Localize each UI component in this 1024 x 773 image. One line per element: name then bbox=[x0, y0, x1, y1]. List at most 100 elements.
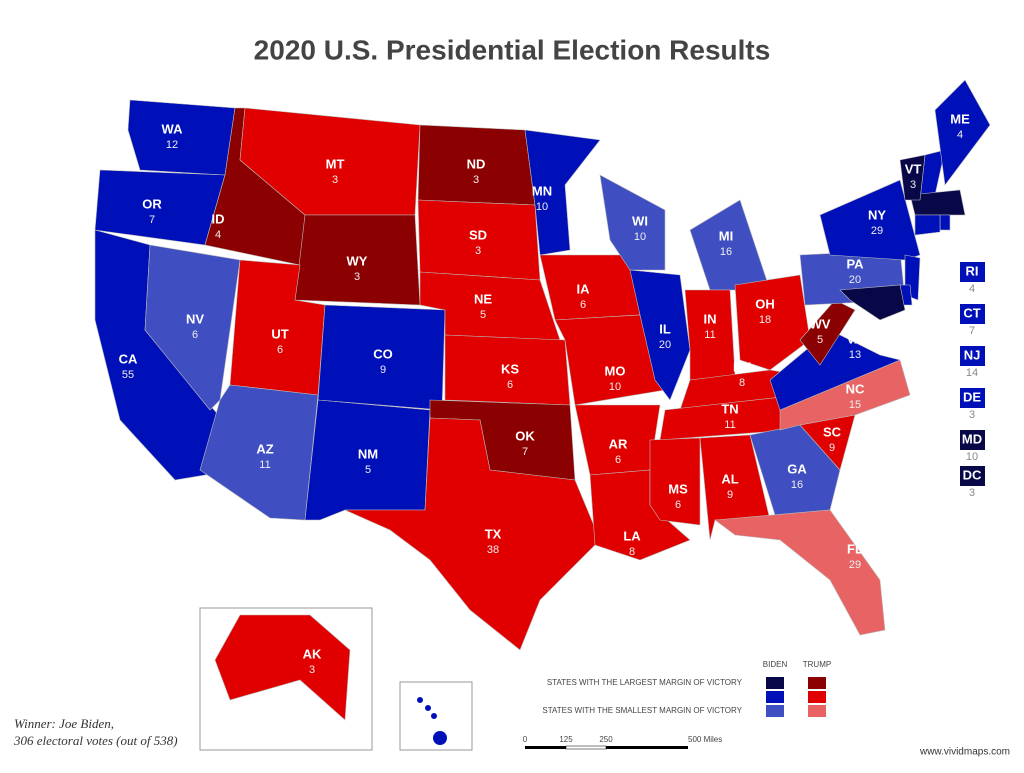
state-abbr: MO bbox=[605, 363, 626, 378]
state-votes: 6 bbox=[507, 379, 513, 391]
state-abbr: UT bbox=[271, 326, 288, 341]
state-abbr: IL bbox=[659, 321, 671, 336]
state-abbr: NY bbox=[868, 207, 886, 222]
state-abbr: SC bbox=[823, 424, 842, 439]
state-abbr: MS bbox=[668, 481, 688, 496]
legend-swatch bbox=[808, 691, 826, 703]
state-shape bbox=[127, 99, 236, 176]
state-abbr: CT bbox=[963, 305, 980, 320]
state-votes: 55 bbox=[122, 369, 134, 381]
state-shape bbox=[144, 244, 241, 411]
note: 306 electoral votes (out of 538) bbox=[13, 733, 178, 748]
state-votes: 7 bbox=[969, 325, 975, 337]
state-abbr: OH bbox=[755, 296, 775, 311]
side-box bbox=[960, 346, 985, 366]
scale-label: 250 bbox=[599, 735, 613, 744]
state-shape bbox=[554, 314, 666, 406]
state-abbr: NV bbox=[186, 311, 204, 326]
legend-label: STATES WITH THE SMALLEST MARGIN OF VICTO… bbox=[542, 706, 742, 715]
state-votes: 8 bbox=[629, 546, 635, 558]
state-votes: 3 bbox=[354, 271, 360, 283]
scale-bar bbox=[525, 746, 688, 749]
state-shape bbox=[799, 299, 856, 366]
title: 2020 U.S. Presidential Election Results bbox=[254, 34, 771, 65]
state-shape bbox=[214, 614, 351, 721]
state-votes: 8 bbox=[739, 377, 745, 389]
state-votes: 5 bbox=[480, 309, 486, 321]
state-abbr: OR bbox=[142, 196, 162, 211]
state-abbr: IA bbox=[577, 281, 591, 296]
state-abbr: AK bbox=[303, 646, 322, 661]
state-abbr: AL bbox=[721, 471, 738, 486]
state-votes: 4 bbox=[957, 129, 963, 141]
state-votes: 18 bbox=[759, 314, 771, 326]
state-votes: 20 bbox=[659, 339, 671, 351]
state-abbr: MT bbox=[326, 156, 345, 171]
state-votes: 9 bbox=[829, 442, 835, 454]
side-box bbox=[960, 466, 985, 486]
state-votes: 3 bbox=[969, 487, 975, 499]
state-shape bbox=[734, 274, 811, 371]
state-votes: 38 bbox=[487, 544, 499, 556]
state-abbr: MI bbox=[719, 228, 733, 243]
state-shape bbox=[899, 154, 926, 201]
state-shape bbox=[539, 254, 641, 321]
state-votes: 6 bbox=[277, 344, 283, 356]
state-votes: 6 bbox=[192, 329, 198, 341]
state-votes: 3 bbox=[475, 245, 481, 257]
side-box bbox=[960, 262, 985, 282]
state-votes: 13 bbox=[849, 349, 861, 361]
state-abbr: RI bbox=[966, 263, 979, 278]
side-box bbox=[960, 304, 985, 324]
state-abbr: ME bbox=[950, 111, 970, 126]
state-votes: 3 bbox=[473, 174, 479, 186]
hawaii-inset bbox=[399, 681, 473, 751]
state-abbr: AR bbox=[609, 436, 628, 451]
legend-column: TRUMP bbox=[803, 660, 831, 669]
scale-label: 125 bbox=[559, 735, 573, 744]
legend-swatch bbox=[766, 705, 784, 717]
state-shape bbox=[914, 214, 941, 236]
side-box bbox=[960, 430, 985, 450]
state-abbr: MD bbox=[962, 431, 982, 446]
scale-label: 500 Miles bbox=[688, 735, 722, 744]
state-votes: 14 bbox=[966, 367, 978, 379]
state-votes: 15 bbox=[849, 399, 861, 411]
state-votes: 16 bbox=[720, 246, 732, 258]
state-votes: 4 bbox=[215, 229, 221, 241]
ma-shape bbox=[909, 189, 966, 216]
state-abbr: CA bbox=[119, 351, 138, 366]
alaska-inset bbox=[199, 607, 373, 751]
state-votes: 4 bbox=[969, 283, 975, 295]
state-votes: 10 bbox=[634, 231, 646, 243]
state-shape bbox=[934, 79, 991, 186]
state-votes: 10 bbox=[966, 451, 978, 463]
note: Winner: Joe Biden, bbox=[14, 716, 114, 731]
state-abbr: SD bbox=[469, 227, 487, 242]
legend-swatch bbox=[808, 677, 826, 689]
state-abbr: ID bbox=[212, 211, 225, 226]
state-abbr: WI bbox=[632, 213, 648, 228]
state-votes: 6 bbox=[615, 454, 621, 466]
state-abbr: NM bbox=[358, 446, 378, 461]
state-abbr: OK bbox=[515, 428, 535, 443]
state-abbr: IN bbox=[704, 311, 717, 326]
state-votes: 6 bbox=[675, 499, 681, 511]
state-shape bbox=[714, 509, 886, 636]
state-abbr: MN bbox=[532, 183, 552, 198]
state-votes: 11 bbox=[704, 329, 715, 341]
state-votes: 6 bbox=[580, 299, 586, 311]
state-abbr: VT bbox=[905, 161, 922, 176]
state-abbr: GA bbox=[787, 461, 807, 476]
state-votes: 29 bbox=[849, 559, 861, 571]
state-votes: 11 bbox=[259, 459, 270, 471]
state-votes: 12 bbox=[166, 139, 178, 151]
state-abbr: NE bbox=[474, 291, 492, 306]
source: www.vividmaps.com bbox=[919, 747, 1010, 758]
hawaii bbox=[417, 697, 447, 745]
state-abbr: VA bbox=[846, 331, 864, 346]
state-votes: 9 bbox=[727, 489, 733, 501]
state-votes: 20 bbox=[849, 274, 861, 286]
state-abbr: AZ bbox=[256, 441, 273, 456]
